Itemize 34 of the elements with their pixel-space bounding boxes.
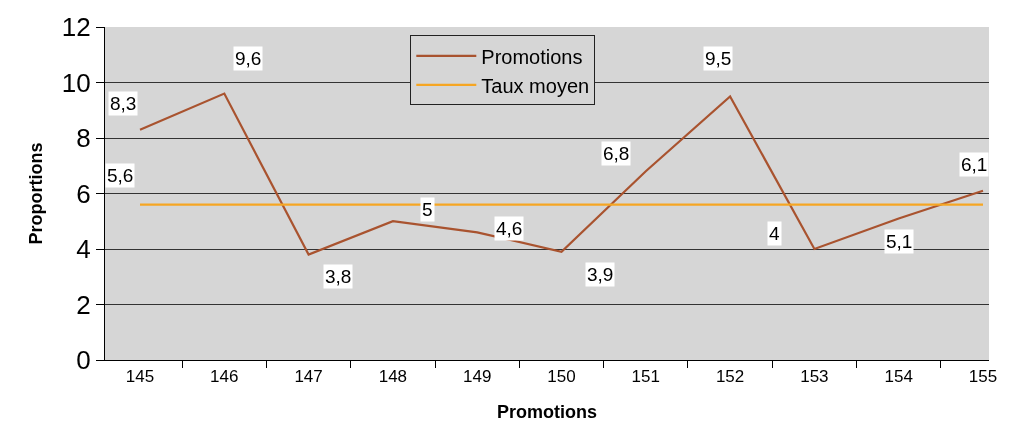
legend-label: Taux moyen <box>481 74 590 97</box>
y-tick-label: 8 <box>76 123 91 154</box>
legend-label: Promotions <box>481 45 583 68</box>
y-tick-label: 6 <box>76 178 91 209</box>
x-tick-label: 145 <box>125 366 155 386</box>
x-tick-label: 148 <box>378 366 408 386</box>
x-tick-label: 149 <box>463 366 492 386</box>
x-tick-label: 147 <box>294 366 323 386</box>
x-tick-label: 146 <box>210 366 239 386</box>
y-tick-label: 12 <box>61 12 91 43</box>
x-axis-title: Promotions <box>496 401 598 422</box>
x-tick-label: 152 <box>715 366 745 386</box>
y-tick-label: 10 <box>61 67 91 98</box>
data-label: 5 <box>422 199 433 220</box>
y-axis-title: Proportions <box>25 142 46 245</box>
y-tick-label: 2 <box>76 289 91 320</box>
data-label: 4,6 <box>496 218 523 239</box>
x-tick-label: 154 <box>884 366 913 386</box>
data-label: 3,8 <box>325 266 352 287</box>
x-tick-label: 155 <box>968 366 998 386</box>
data-label: 9,6 <box>235 48 262 69</box>
data-label: 4 <box>769 223 780 244</box>
y-tick-label: 0 <box>76 345 91 376</box>
y-tick-label: 4 <box>76 234 91 265</box>
data-label: 8,3 <box>110 93 137 114</box>
data-label: 5,1 <box>886 231 913 252</box>
x-tick-label: 150 <box>547 366 576 386</box>
x-tick-label: 153 <box>800 366 829 386</box>
data-label: 3,9 <box>587 264 614 285</box>
data-label: 6,8 <box>603 143 630 164</box>
x-tick-label: 151 <box>631 366 660 386</box>
data-label: 5,6 <box>107 165 134 186</box>
data-label: 6,1 <box>961 154 988 175</box>
data-label: 9,5 <box>705 48 732 69</box>
